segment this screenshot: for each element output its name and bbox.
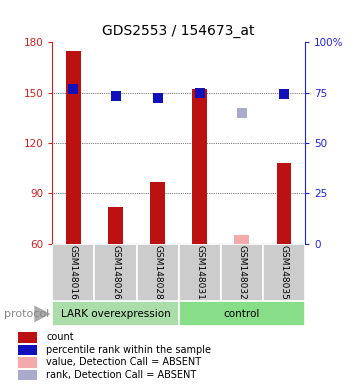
Text: count: count: [46, 333, 74, 343]
Text: GSM148035: GSM148035: [279, 245, 288, 300]
Bar: [235, 235, 249, 244]
Point: [155, 94, 161, 101]
Bar: [277, 163, 291, 244]
Point: [281, 91, 287, 98]
Bar: [150, 182, 165, 244]
Point: [113, 93, 118, 99]
Text: GSM148026: GSM148026: [111, 245, 120, 300]
Bar: [18, 357, 37, 367]
Bar: [18, 370, 37, 380]
Bar: [52, 244, 95, 301]
Text: GSM148028: GSM148028: [153, 245, 162, 300]
Point: [197, 89, 203, 96]
Bar: [52, 301, 179, 326]
Bar: [179, 244, 221, 301]
Text: control: control: [224, 309, 260, 319]
Text: value, Detection Call = ABSENT: value, Detection Call = ABSENT: [46, 358, 201, 367]
Bar: [179, 301, 305, 326]
Bar: [221, 244, 263, 301]
Text: protocol: protocol: [4, 309, 49, 319]
Polygon shape: [34, 306, 51, 323]
Text: rank, Detection Call = ABSENT: rank, Detection Call = ABSENT: [46, 370, 196, 380]
Text: GSM148016: GSM148016: [69, 245, 78, 300]
Point: [239, 110, 245, 116]
Title: GDS2553 / 154673_at: GDS2553 / 154673_at: [103, 25, 255, 38]
Point: [70, 86, 76, 93]
Bar: [136, 244, 179, 301]
Bar: [192, 89, 207, 244]
Bar: [18, 345, 37, 355]
Bar: [18, 332, 37, 343]
Text: GSM148032: GSM148032: [238, 245, 246, 300]
Bar: [263, 244, 305, 301]
Text: GSM148031: GSM148031: [195, 245, 204, 300]
Text: LARK overexpression: LARK overexpression: [61, 309, 170, 319]
Text: percentile rank within the sample: percentile rank within the sample: [46, 345, 211, 355]
Bar: [95, 244, 136, 301]
Bar: [108, 207, 123, 244]
Bar: [66, 51, 81, 244]
